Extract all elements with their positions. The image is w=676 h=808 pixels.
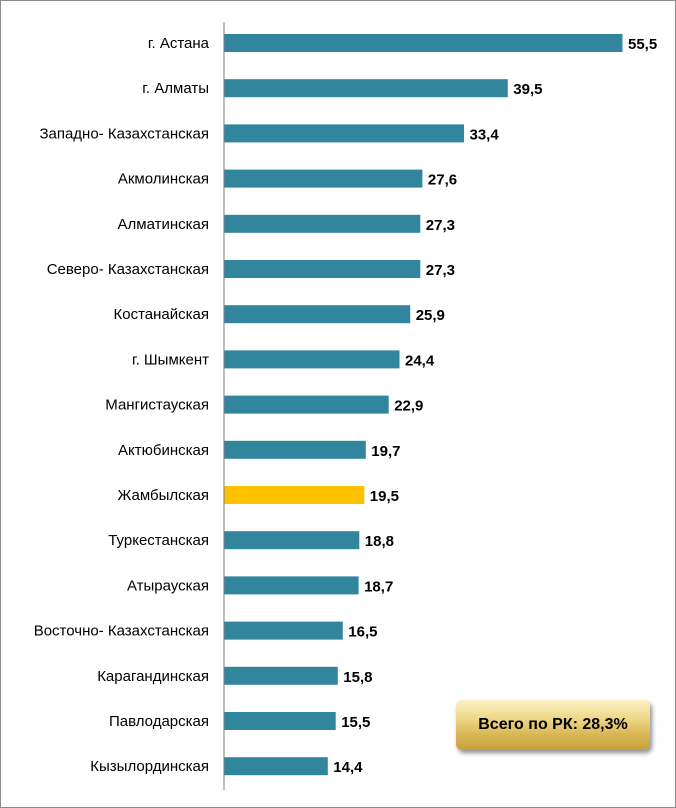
bar — [224, 757, 328, 776]
category-label: Кызылординская — [90, 758, 209, 775]
value-label: 14,4 — [333, 759, 363, 776]
value-label: 19,7 — [371, 443, 400, 460]
bars-group: г. Астана 55,5 г. Алматы 39,5 Западно- Казах… — [34, 34, 657, 776]
category-label: г. Шымкент — [132, 351, 209, 368]
category-label: Туркестанская — [108, 532, 209, 549]
value-label: 24,4 — [405, 352, 435, 369]
value-label: 15,5 — [341, 714, 370, 731]
category-label: Атырауская — [127, 577, 209, 594]
value-label: 39,5 — [513, 81, 542, 98]
category-label: Карагандинская — [97, 668, 209, 685]
category-label: Костанайская — [114, 306, 210, 323]
category-label: Жамбылская — [118, 487, 210, 504]
bar — [224, 486, 365, 504]
bar — [224, 34, 623, 52]
value-label: 18,8 — [365, 533, 394, 550]
value-label: 25,9 — [416, 307, 445, 324]
bar — [224, 621, 343, 640]
category-label: г. Алматы — [142, 80, 209, 97]
value-label: 27,3 — [426, 262, 455, 279]
value-label: 22,9 — [394, 398, 423, 415]
category-label: Мангистауская — [105, 397, 209, 414]
bar — [224, 440, 366, 459]
value-label: 15,8 — [343, 669, 372, 686]
bar — [224, 260, 421, 278]
bar — [224, 305, 411, 324]
bar — [224, 169, 423, 188]
category-label: Восточно- Казахстанская — [34, 623, 209, 640]
bar — [224, 79, 508, 98]
bar — [224, 395, 389, 414]
category-label: Актюбинская — [118, 442, 209, 459]
category-label: Павлодарская — [109, 713, 209, 730]
value-label: 27,3 — [426, 217, 455, 234]
bar — [224, 666, 338, 685]
value-label: 18,7 — [364, 578, 393, 595]
category-label: Северо- Казахстанская — [47, 261, 209, 278]
value-label: 16,5 — [348, 624, 377, 641]
value-label: 19,5 — [370, 488, 399, 505]
value-label: 27,6 — [428, 172, 457, 189]
category-label: Акмолинская — [118, 171, 209, 188]
value-label: 55,5 — [628, 36, 657, 53]
bar — [224, 576, 359, 595]
category-label: г. Астана — [148, 35, 210, 52]
total-badge: Всего по РК: 28,3% — [456, 700, 650, 750]
value-label: 33,4 — [470, 126, 500, 143]
category-label: Западно- Казахстанская — [39, 125, 209, 142]
category-label: Алматинская — [118, 216, 209, 233]
bar — [224, 531, 360, 550]
bar — [224, 712, 336, 730]
bar — [224, 214, 421, 233]
bar — [224, 350, 400, 369]
bar — [224, 124, 464, 143]
